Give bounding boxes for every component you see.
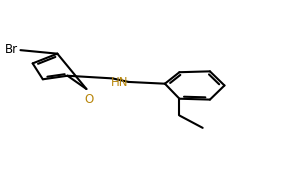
Text: HN: HN [110, 76, 128, 89]
Text: O: O [85, 93, 94, 106]
Text: Br: Br [5, 43, 18, 56]
